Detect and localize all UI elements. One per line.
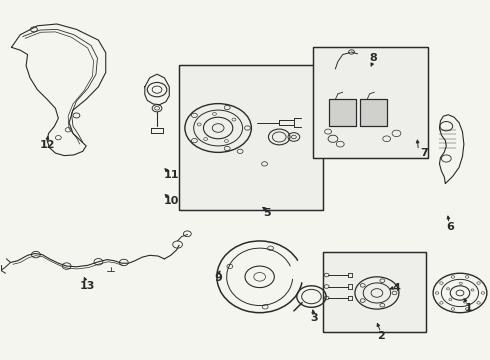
Bar bbox=[314, 47, 428, 158]
Bar bbox=[329, 99, 356, 126]
Text: 1: 1 bbox=[465, 303, 473, 313]
Text: 12: 12 bbox=[39, 140, 55, 150]
Text: 2: 2 bbox=[377, 331, 385, 341]
Bar bbox=[314, 47, 428, 158]
Bar bbox=[323, 252, 426, 332]
Text: 6: 6 bbox=[446, 222, 454, 232]
Text: 11: 11 bbox=[164, 170, 179, 180]
Bar bbox=[329, 99, 356, 126]
Bar bbox=[360, 99, 387, 126]
Text: 13: 13 bbox=[80, 281, 96, 291]
Text: 10: 10 bbox=[164, 196, 179, 206]
Text: 3: 3 bbox=[311, 313, 318, 323]
Text: 4: 4 bbox=[392, 283, 400, 293]
Text: 5: 5 bbox=[263, 208, 271, 218]
Text: 9: 9 bbox=[214, 273, 222, 283]
Text: 8: 8 bbox=[369, 53, 377, 63]
Bar bbox=[323, 252, 426, 332]
Bar bbox=[360, 99, 387, 126]
Bar bbox=[179, 65, 323, 211]
Bar bbox=[179, 65, 323, 211]
Text: 7: 7 bbox=[420, 148, 428, 158]
